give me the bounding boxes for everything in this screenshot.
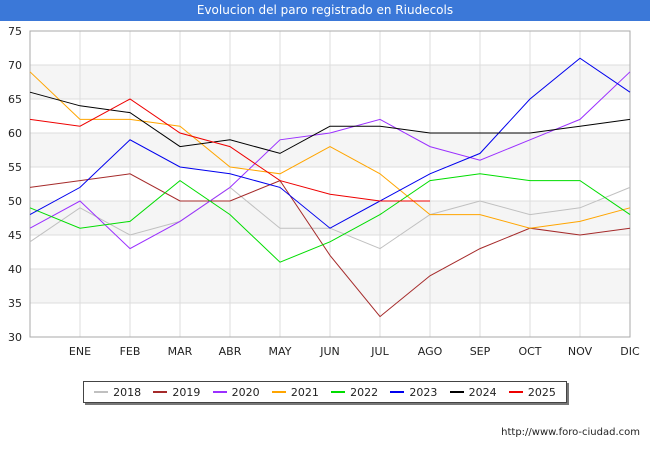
legend-swatch	[449, 391, 464, 393]
series-line-2023	[29, 57, 631, 229]
y-tick-label: 65	[8, 93, 22, 106]
x-tick-label: ENE	[69, 345, 91, 358]
legend-swatch	[390, 391, 405, 393]
legend-label: 2018	[113, 385, 142, 399]
footer-url: http://www.foro-ciudad.com	[501, 427, 640, 438]
x-tick-label: MAR	[168, 345, 193, 358]
legend-label: 2021	[290, 385, 319, 399]
legend-item-2018: 2018	[94, 386, 141, 399]
x-tick-label: JUL	[370, 345, 389, 358]
series-line-2020	[29, 71, 631, 250]
legend-label: 2019	[172, 385, 201, 399]
legend-swatch	[508, 391, 523, 393]
legend-swatch	[271, 391, 286, 393]
legend-swatch	[212, 391, 227, 393]
legend-label: 2023	[409, 385, 438, 399]
line-chart: 30 35 40 45 50 55 60 65 70 75 ENE FEB MAR ABR MAY JUN JU…	[8, 25, 640, 358]
y-tick-label: 35	[8, 297, 22, 310]
x-tick-label: ABR	[219, 345, 242, 358]
legend-item-2025: 2025	[508, 385, 556, 399]
y-tick-label: 60	[8, 127, 22, 140]
x-tick-label: MAY	[269, 345, 292, 358]
series-line-2022	[29, 173, 631, 263]
legend-label: 2020	[231, 385, 260, 399]
legend-label: 2025	[527, 385, 556, 399]
legend-item-2022: 2022	[331, 386, 378, 399]
y-tick-label: 45	[8, 229, 22, 242]
x-tick-label: AGO	[418, 345, 443, 358]
series-line-2021	[29, 71, 631, 229]
y-tick-label: 75	[8, 25, 22, 38]
plot-border	[29, 30, 631, 338]
x-tick-label: OCT	[518, 345, 541, 358]
legend-swatch	[94, 391, 109, 393]
legend-label: 2022	[350, 385, 379, 399]
x-tick-label: JUN	[319, 345, 340, 358]
series-line-2025	[29, 98, 430, 202]
legend-item-2019: 2019	[153, 386, 200, 399]
x-tick-label: DIC	[620, 345, 640, 358]
y-tick-label: 30	[8, 331, 22, 344]
y-tick-label: 40	[8, 263, 22, 276]
legend-item-2023: 2023	[390, 386, 437, 399]
chart-legend: 2018 2019 2020 2021 2022 2023 2024 2025	[83, 381, 567, 403]
series-line-2024	[29, 91, 631, 154]
x-tick-label: SEP	[470, 345, 491, 358]
legend-swatch	[153, 391, 168, 393]
x-tick-label: FEB	[120, 345, 141, 358]
legend-label: 2024	[468, 385, 497, 399]
chart-title: Evolucion del paro registrado en Riudeco…	[0, 0, 650, 21]
legend-item-2024: 2024	[449, 385, 497, 399]
x-tick-label: NOV	[568, 345, 593, 358]
y-tick-label: 70	[8, 59, 22, 72]
legend-item-2021: 2021	[271, 385, 319, 399]
y-tick-label: 50	[8, 195, 22, 208]
legend-item-2020: 2020	[212, 385, 260, 399]
legend-swatch	[331, 391, 346, 393]
y-tick-label: 55	[8, 161, 22, 174]
